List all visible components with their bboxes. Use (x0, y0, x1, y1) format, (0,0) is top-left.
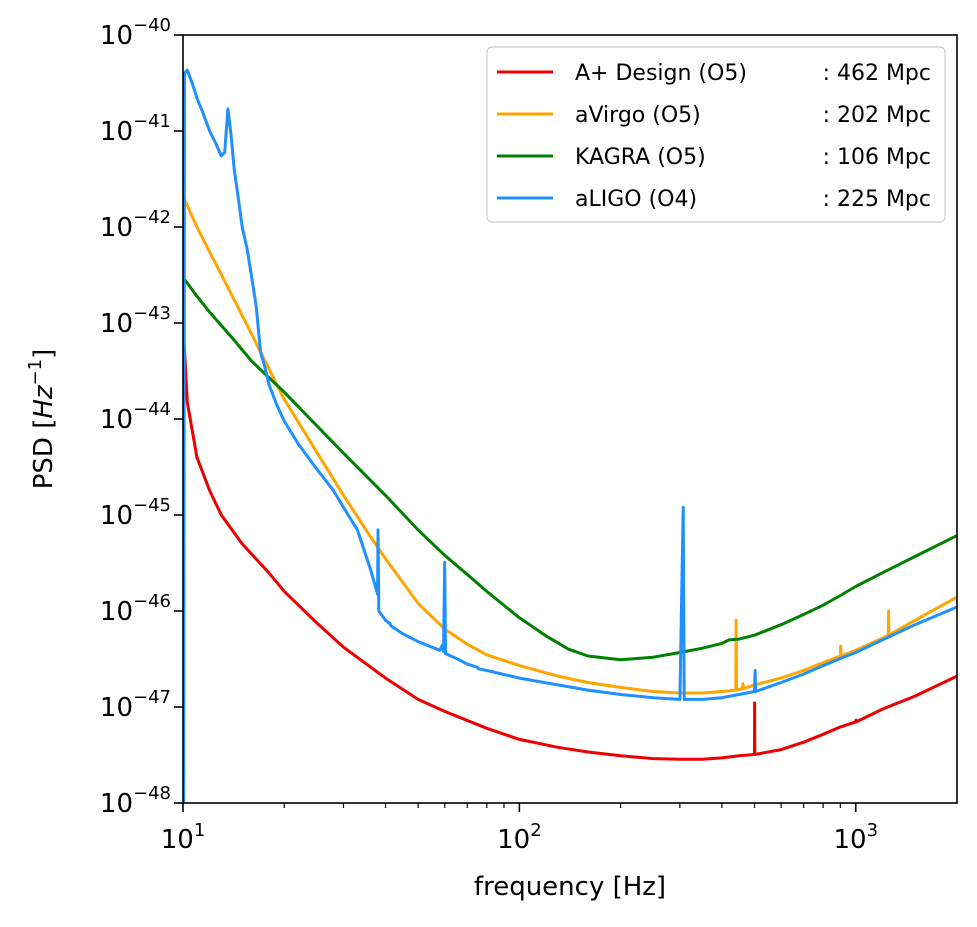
y-tick-base: 10 (100, 789, 133, 819)
y-tick-base: 10 (100, 309, 133, 339)
y-tick-base: 10 (100, 213, 133, 243)
legend-range-1: : 202 Mpc (823, 103, 931, 128)
series-layer (183, 68, 957, 803)
x-tick-label-2: 103 (833, 820, 878, 855)
y-axis-label-prefix: PSD [ (29, 419, 59, 490)
y-tick-label-6: 10−42 (100, 207, 171, 243)
y-tick-label-3: 10−45 (100, 495, 171, 531)
y-tick-label-8: 10−40 (100, 15, 171, 51)
legend-range-2: : 106 Mpc (823, 145, 931, 170)
y-tick-exponent: −41 (133, 111, 171, 132)
legend-range-3: : 225 Mpc (823, 187, 931, 212)
y-tick-exponent: −47 (133, 687, 171, 708)
y-tick-exponent: −40 (133, 15, 171, 36)
legend-label-2: KAGRA (O5) (575, 145, 706, 170)
series-line-3 (183, 68, 957, 803)
y-tick-label-4: 10−44 (100, 399, 171, 435)
y-tick-base: 10 (100, 597, 133, 627)
series-line-2 (183, 276, 957, 662)
y-tick-base: 10 (100, 693, 133, 723)
y-tick-label-0: 10−48 (100, 783, 171, 819)
y-tick-exponent: −44 (133, 399, 171, 420)
y-tick-exponent: −42 (133, 207, 171, 228)
y-axis-label-suffix: ] (29, 349, 59, 359)
ticks-layer: 101 102 10310−4810−4710−4610−4510−4410−431… (100, 15, 878, 855)
y-axis-label-unit: Hz (29, 384, 59, 419)
y-tick-base: 10 (100, 501, 133, 531)
legend-label-1: aVirgo (O5) (575, 103, 701, 128)
legend: A+ Design (O5) : 462 Mpc aVirgo (O5) : 202 … (486, 46, 946, 223)
legend-label-3: aLIGO (O4) (575, 187, 697, 212)
y-tick-base: 10 (100, 21, 133, 51)
y-axis-label: PSD [Hz−1] (25, 349, 59, 490)
legend-entries: A+ Design (O5) : 462 Mpc aVirgo (O5) : 202 … (497, 61, 931, 212)
y-tick-exponent: −48 (133, 783, 171, 804)
y-tick-label-1: 10−47 (100, 687, 171, 723)
y-tick-exponent: −46 (133, 591, 171, 612)
x-tick-base: 10 (161, 825, 194, 855)
legend-range-0: : 462 Mpc (823, 61, 931, 86)
x-axis-label: frequency [Hz] (474, 872, 666, 902)
y-tick-label-7: 10−41 (100, 111, 171, 147)
x-tick-exponent: 3 (867, 820, 878, 841)
y-tick-base: 10 (100, 405, 133, 435)
x-tick-exponent: 1 (194, 820, 205, 841)
x-tick-label-0: 101 (161, 820, 206, 855)
y-tick-base: 10 (100, 117, 133, 147)
labels-layer: frequency [Hz] PSD [Hz−1] (25, 349, 666, 902)
y-tick-label-5: 10−43 (100, 303, 171, 339)
series-line-0 (183, 322, 957, 761)
x-tick-base: 10 (497, 825, 530, 855)
y-axis-label-exponent: −1 (25, 359, 46, 386)
legend-label-0: A+ Design (O5) (575, 61, 747, 86)
y-tick-exponent: −43 (133, 303, 171, 324)
x-tick-label-1: 102 (497, 820, 542, 855)
series-line-1 (183, 195, 957, 695)
x-tick-base: 10 (833, 825, 866, 855)
x-tick-exponent: 2 (530, 820, 541, 841)
y-tick-exponent: −45 (133, 495, 171, 516)
legend-box (486, 46, 946, 223)
y-tick-label-2: 10−46 (100, 591, 171, 627)
